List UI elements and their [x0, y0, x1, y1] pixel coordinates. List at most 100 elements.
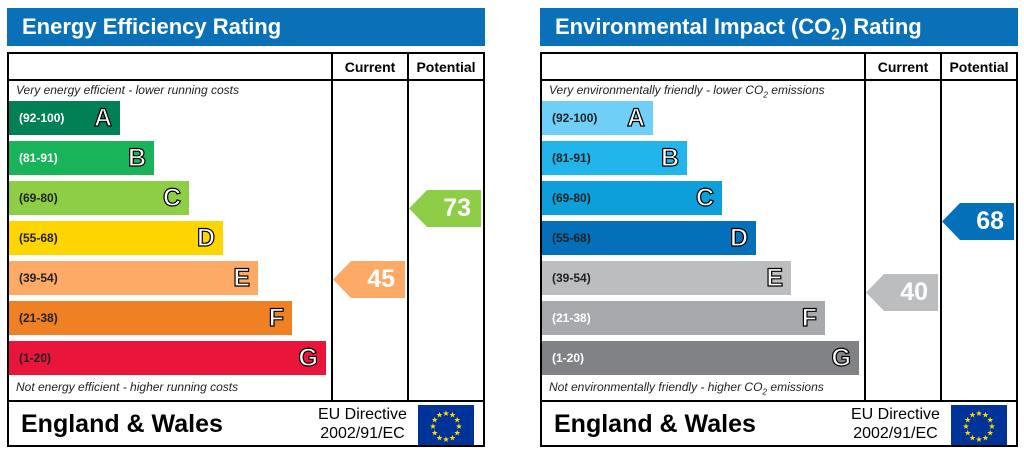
potential-column-header: Potential — [416, 59, 476, 75]
svg-text:★: ★ — [454, 429, 461, 438]
header-divider — [540, 79, 1018, 81]
column-divider — [331, 52, 333, 402]
potential-rating-value: 73 — [443, 194, 471, 223]
band-bar-c: (69-80) C — [542, 181, 722, 215]
band-range: (21-38) — [552, 311, 591, 325]
band-bar-e: (39-54) E — [9, 261, 258, 295]
band-bar-f: (21-38) F — [9, 301, 292, 335]
band-bar-b: (81-91) B — [542, 141, 687, 175]
svg-text:★: ★ — [454, 416, 461, 425]
band-letter: G — [298, 343, 319, 372]
current-rating-value: 40 — [900, 277, 928, 306]
band-letter: G — [831, 343, 852, 372]
band-range: (69-80) — [552, 191, 591, 205]
current-arrow-shape — [866, 273, 938, 311]
eu-directive: EU Directive 2002/91/EC — [851, 405, 940, 443]
band-bar-f: (21-38) F — [542, 301, 825, 335]
band-range: (92-100) — [19, 111, 65, 125]
bottom-note: Not environmentally friendly - higher CO… — [549, 380, 824, 397]
band-letter: A — [626, 103, 645, 132]
potential-column-header: Potential — [949, 59, 1009, 75]
svg-text:★: ★ — [982, 411, 989, 420]
directive-line1: EU Directive — [851, 406, 940, 423]
svg-text:★: ★ — [431, 429, 438, 438]
band-letter: E — [766, 263, 784, 292]
svg-text:★: ★ — [962, 422, 969, 431]
svg-text:★: ★ — [988, 422, 995, 431]
band-letter: D — [196, 223, 215, 252]
band-letter: C — [162, 183, 181, 212]
top-note: Very energy efficient - lower running co… — [16, 83, 239, 97]
band-range: (81-91) — [552, 151, 591, 165]
svg-text:★: ★ — [449, 433, 456, 442]
band-range: (39-54) — [552, 271, 591, 285]
svg-text:★: ★ — [442, 409, 449, 418]
band-bar-a: (92-100) A — [542, 101, 653, 135]
energy-efficiency-panel: Energy Efficiency Rating Current Potential… — [7, 0, 485, 452]
band-bar-c: (69-80) C — [9, 181, 189, 215]
svg-text:★: ★ — [987, 429, 994, 438]
svg-text:★: ★ — [436, 411, 443, 420]
potential-rating-value: 68 — [976, 206, 1004, 235]
current-rating-arrow: 45 — [333, 261, 405, 299]
band-letter: D — [729, 223, 748, 252]
potential-rating-arrow: 73 — [409, 190, 481, 228]
directive-line2: 2002/91/EC — [853, 425, 938, 442]
band-range: (55-68) — [552, 231, 591, 245]
current-rating-value: 45 — [367, 265, 395, 294]
current-column-header: Current — [877, 59, 929, 75]
svg-text:★: ★ — [975, 409, 982, 418]
footer-divider — [7, 400, 485, 402]
panel-title: Energy Efficiency Rating — [7, 8, 485, 46]
svg-text:★: ★ — [431, 416, 438, 425]
svg-text:★: ★ — [455, 422, 462, 431]
svg-text:★: ★ — [969, 411, 976, 420]
rating-frame — [7, 52, 485, 447]
directive-line1: EU Directive — [318, 406, 407, 423]
svg-text:★: ★ — [987, 416, 994, 425]
potential-arrow-shape — [942, 202, 1014, 240]
band-range: (55-68) — [19, 231, 58, 245]
band-bar-a: (92-100) A — [9, 101, 120, 135]
band-bar-d: (55-68) D — [542, 221, 756, 255]
band-letter: F — [801, 303, 818, 332]
region-label: England & Wales — [21, 410, 223, 438]
current-column-header: Current — [344, 59, 396, 75]
region-label: England & Wales — [554, 410, 756, 438]
svg-text:★: ★ — [975, 435, 982, 444]
environmental-impact-panel: Environmental Impact (CO2) Rating Current… — [540, 0, 1018, 452]
header-divider — [7, 79, 485, 81]
svg-text:★: ★ — [969, 433, 976, 442]
svg-text:★: ★ — [442, 435, 449, 444]
band-letter: B — [660, 143, 679, 172]
eu-flag-icon: ★ ★ ★ ★ ★ ★ ★ ★ ★ ★ ★ ★ — [418, 405, 474, 450]
band-bar-b: (81-91) B — [9, 141, 154, 175]
column-divider — [864, 52, 866, 402]
band-letter: B — [127, 143, 146, 172]
directive-line2: 2002/91/EC — [320, 425, 405, 442]
svg-text:★: ★ — [964, 416, 971, 425]
column-divider — [940, 52, 942, 402]
potential-arrow-shape — [409, 190, 481, 228]
svg-text:★: ★ — [449, 411, 456, 420]
band-letter: A — [93, 103, 112, 132]
footer-divider — [540, 400, 1018, 402]
band-bar-g: (1-20) G — [542, 341, 859, 375]
eu-directive: EU Directive 2002/91/EC — [318, 405, 407, 443]
band-bar-e: (39-54) E — [542, 261, 791, 295]
eu-flag-icon: ★ ★ ★ ★ ★ ★ ★ ★ ★ ★ ★ ★ — [951, 405, 1007, 450]
band-bar-g: (1-20) G — [9, 341, 326, 375]
bottom-note: Not energy efficient - higher running co… — [16, 380, 239, 394]
top-note: Very environmentally friendly - lower CO… — [549, 83, 825, 100]
band-range: (81-91) — [19, 151, 58, 165]
band-letter: E — [233, 263, 251, 292]
svg-text:★: ★ — [982, 433, 989, 442]
band-range: (39-54) — [19, 271, 58, 285]
svg-text:★: ★ — [436, 433, 443, 442]
current-arrow-shape — [333, 261, 405, 299]
band-range: (92-100) — [552, 111, 598, 125]
rating-frame — [540, 52, 1018, 447]
current-rating-arrow: 40 — [866, 273, 938, 311]
column-divider — [407, 52, 409, 402]
svg-text:★: ★ — [429, 422, 436, 431]
